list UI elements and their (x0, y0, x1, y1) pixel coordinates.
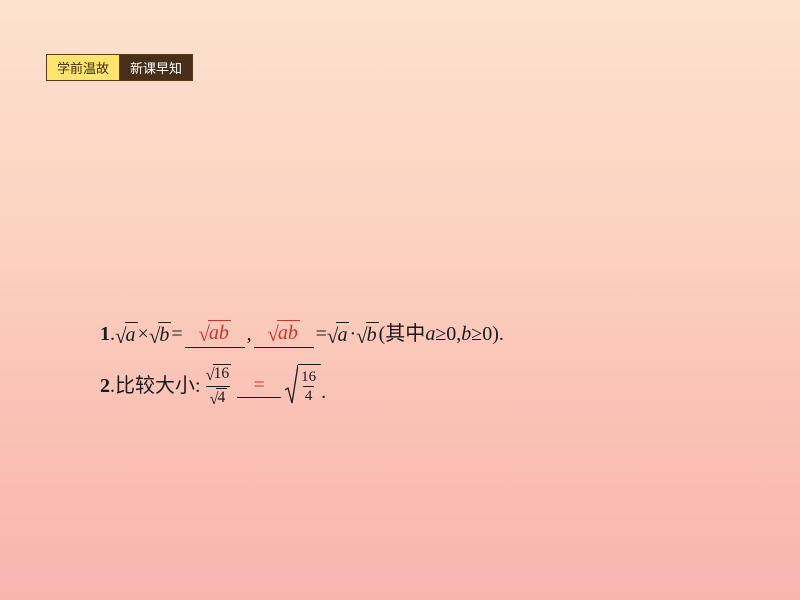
compare-label: 比较大小: (115, 376, 201, 396)
equals-1: = (171, 324, 182, 344)
var-a: a (425, 324, 435, 344)
sqrt-b-2: √b (356, 322, 379, 347)
tab-review[interactable]: 学前温故 (46, 54, 120, 81)
sqrt-fraction-rhs: 16 4 (284, 364, 321, 408)
geq-b: ≥0). (471, 324, 504, 344)
blank-1: √ab (185, 320, 245, 348)
blank-compare: = (237, 375, 281, 398)
equals-2: = (316, 324, 327, 344)
sqrt-a: √a (115, 322, 138, 347)
slide-content: 1 . √a × √b = √ab , √ab = √a · √b (100, 320, 504, 408)
blank-2: √ab (254, 320, 314, 348)
cdot: · (349, 324, 356, 344)
times-sign: × (138, 324, 149, 344)
sqrt-b: √b (149, 322, 172, 347)
period: . (321, 382, 326, 402)
answer-sqrt-ab-1: √ab (198, 320, 231, 345)
formula-line-1: 1 . √a × √b = √ab , √ab = √a · √b (100, 320, 504, 348)
item-number-1: 1 (100, 324, 110, 344)
condition-open: (其中 (379, 324, 426, 344)
comma: , (247, 324, 252, 344)
formula-line-2: 2 . 比较大小: √16 √4 = 16 4 (100, 364, 504, 408)
item-number-2: 2 (100, 376, 110, 396)
answer-sqrt-ab-2: √ab (267, 320, 300, 345)
answer-equals: = (254, 374, 265, 396)
fraction-lhs: √16 √4 (203, 364, 235, 408)
tabs-container: 学前温故 新课早知 (46, 54, 193, 81)
sqrt-a-2: √a (327, 322, 350, 347)
tab-preview[interactable]: 新课早知 (120, 54, 193, 81)
var-b: b (461, 324, 471, 344)
geq-a: ≥0, (435, 324, 461, 344)
